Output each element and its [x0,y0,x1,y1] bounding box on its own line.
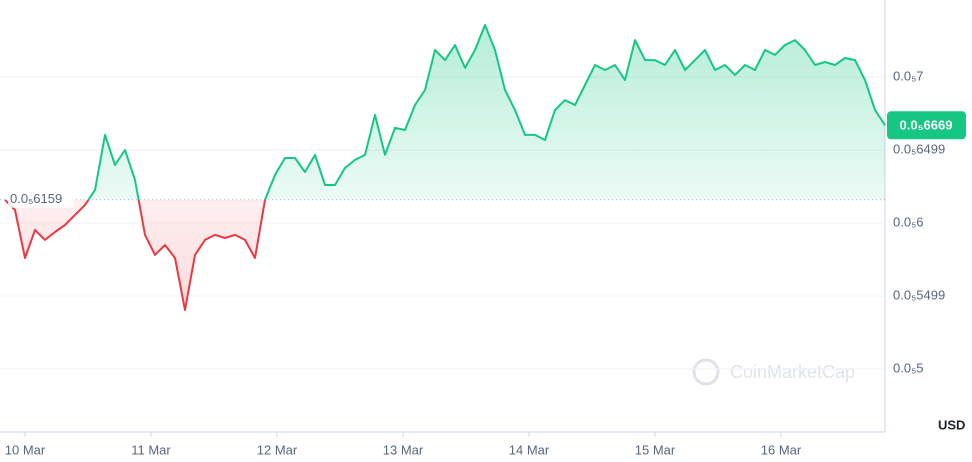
y-tick-label: 0.0₅6499 [893,142,945,157]
y-tick-label: 0.0₅5499 [893,288,945,303]
watermark: CoinMarketCap [692,358,855,386]
price-line [4,24,886,311]
x-tick-label: 11 Mar [131,442,171,457]
baseline-label-bg [8,189,74,208]
x-tick-label: 13 Mar [383,442,424,457]
currency-label: USD [938,417,965,432]
y-tick-label: 0.0₅6 [893,214,924,229]
watermark-text: CoinMarketCap [730,362,855,382]
x-tick-label: 15 Mar [635,442,676,457]
current-badge [887,111,966,140]
x-tick-label: 16 Mar [761,442,802,457]
area [5,25,885,310]
x-tick-label: 14 Mar [509,442,550,457]
baseline-label: 0.0₅6159 [10,191,62,206]
current-label: 0.0₅6669 [900,118,953,133]
y-tick-label: 0.0₅5 [893,360,924,375]
x-tick-label: 12 Mar [257,442,298,457]
y-tick-label: 0.0₅7 [893,68,924,83]
x-tick-label: 10 Mar [5,442,46,457]
